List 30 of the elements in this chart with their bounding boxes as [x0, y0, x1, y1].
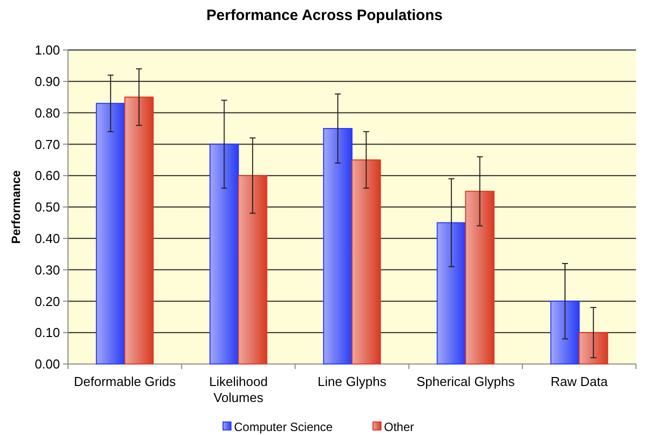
bar [323, 128, 352, 364]
y-tick-label: 0.70 [34, 136, 60, 152]
legend-label: Computer Science [234, 420, 334, 434]
y-tick-label: 0.40 [34, 230, 60, 246]
bar [352, 159, 381, 364]
y-tick-label: 0.90 [34, 74, 60, 89]
bar [436, 222, 466, 364]
x-tick-label: Raw Data [550, 374, 609, 389]
y-axis-title: Performance [9, 170, 23, 244]
y-tick-label: 1.00 [34, 42, 60, 58]
y-tick-label: 0.60 [34, 168, 60, 184]
y-tick-label: 0.10 [34, 325, 60, 340]
bar [96, 102, 126, 364]
bar [578, 332, 608, 364]
bar [465, 190, 494, 364]
bar [550, 300, 580, 364]
chart-title: Performance Across Populations [206, 7, 443, 24]
bar [124, 96, 154, 364]
bar [238, 175, 268, 364]
y-tick-label: 0.30 [34, 262, 60, 278]
legend-label: Other [384, 420, 414, 434]
x-tick-label: Deformable Grids [74, 374, 176, 389]
x-tick-label: Likelihood Volumes [209, 374, 268, 405]
y-tick-label: 0.00 [34, 356, 60, 372]
x-tick-label: Line Glyphs [318, 374, 387, 389]
y-tick-label: 0.80 [34, 105, 60, 120]
bar [210, 144, 239, 364]
x-tick-label: Spherical Glyphs [416, 374, 516, 389]
y-tick-label: 0.20 [34, 294, 60, 309]
y-tick-label: 0.50 [34, 200, 60, 215]
